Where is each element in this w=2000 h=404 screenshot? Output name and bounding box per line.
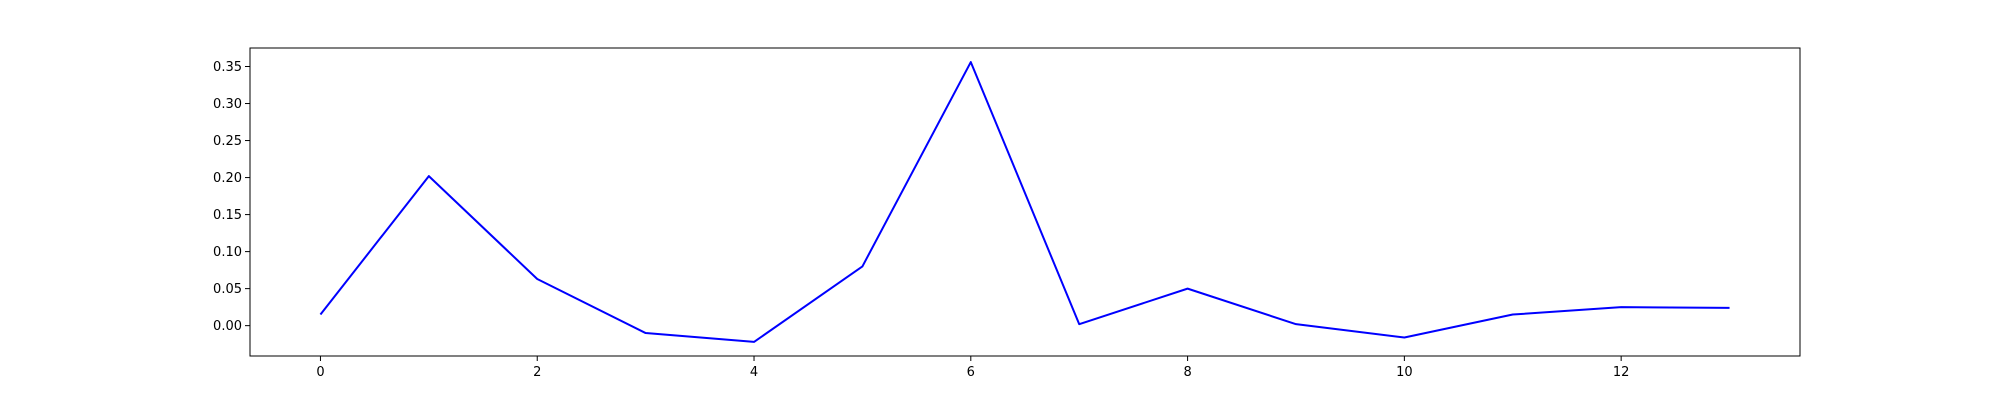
x-tick-label: 0 xyxy=(316,365,324,380)
x-tick-label: 6 xyxy=(967,365,975,380)
y-tick-label: 0.15 xyxy=(213,208,242,223)
y-tick-label: 0.00 xyxy=(213,319,242,334)
series-layer xyxy=(320,62,1729,342)
x-axis: 0 2 4 6 8 10 12 xyxy=(316,356,1629,380)
y-axis: 0.00 0.05 0.10 0.15 0.20 0.25 0.30 0.35 xyxy=(213,60,250,334)
y-tick-label: 0.20 xyxy=(213,171,242,186)
x-tick-label: 8 xyxy=(1183,365,1191,380)
y-tick-label: 0.35 xyxy=(213,60,242,75)
y-tick-label: 0.30 xyxy=(213,97,242,112)
x-tick-label: 2 xyxy=(533,365,541,380)
y-tick-label: 0.05 xyxy=(213,282,242,297)
x-tick-label: 12 xyxy=(1613,365,1630,380)
x-tick-label: 10 xyxy=(1396,365,1413,380)
x-tick-label: 4 xyxy=(750,365,758,380)
y-tick-label: 0.10 xyxy=(213,245,242,260)
y-tick-label: 0.25 xyxy=(213,134,242,149)
series-line xyxy=(320,62,1729,342)
